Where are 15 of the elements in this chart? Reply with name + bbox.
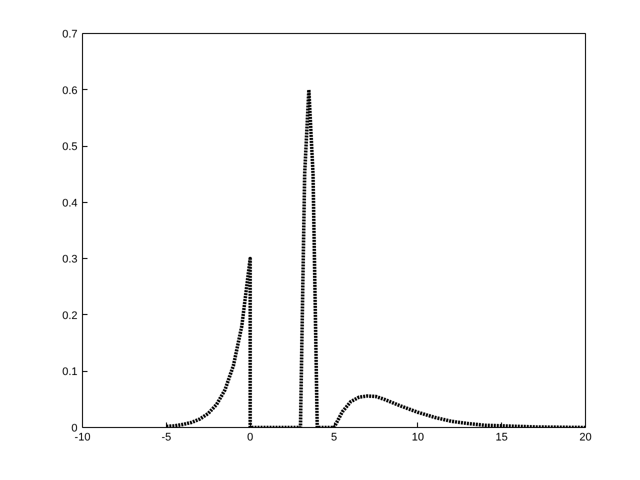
x-tick-label: 5: [330, 432, 338, 444]
x-tick-label: 10: [412, 432, 424, 444]
y-tick-label: 0.1: [62, 366, 78, 378]
x-tick-label: 0: [247, 432, 254, 444]
y-tick-label: 0.6: [62, 84, 78, 97]
y-tick-label: 0.5: [62, 141, 78, 154]
y-tick-label: 0.4: [62, 197, 78, 210]
x-tick-label: -10: [74, 432, 90, 444]
y-tick-label: 0.3: [62, 254, 78, 266]
y-tick-label: 0: [71, 422, 78, 434]
y-tick-label: 0.7: [62, 28, 78, 40]
y-tick-label: 0.2: [62, 310, 78, 322]
x-tick-label: 15: [496, 432, 508, 444]
x-tick-label: 20: [579, 432, 592, 444]
x-tick-label: -5: [161, 432, 172, 444]
